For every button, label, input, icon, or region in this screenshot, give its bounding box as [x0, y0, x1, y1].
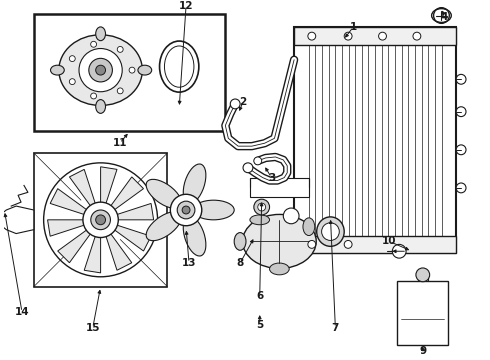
- Circle shape: [89, 58, 112, 82]
- Circle shape: [177, 201, 195, 219]
- Text: 9: 9: [419, 346, 426, 356]
- Circle shape: [117, 88, 123, 94]
- Ellipse shape: [270, 263, 289, 275]
- Circle shape: [456, 145, 466, 155]
- Circle shape: [456, 75, 466, 84]
- Circle shape: [129, 67, 135, 73]
- Circle shape: [230, 99, 240, 109]
- Circle shape: [243, 163, 253, 173]
- Circle shape: [117, 46, 123, 52]
- Circle shape: [91, 93, 97, 99]
- Ellipse shape: [432, 9, 451, 22]
- Text: 5: 5: [256, 320, 263, 330]
- Text: 10: 10: [382, 237, 396, 247]
- Ellipse shape: [234, 233, 246, 250]
- Ellipse shape: [250, 215, 270, 225]
- Circle shape: [308, 240, 316, 248]
- Polygon shape: [48, 220, 89, 236]
- Polygon shape: [104, 229, 132, 270]
- Text: 6: 6: [256, 292, 263, 301]
- Text: 2: 2: [240, 97, 246, 107]
- Circle shape: [254, 157, 262, 165]
- Text: 14: 14: [15, 307, 29, 317]
- Circle shape: [70, 56, 75, 62]
- Circle shape: [182, 206, 190, 214]
- Ellipse shape: [183, 216, 206, 256]
- Polygon shape: [107, 177, 144, 213]
- Polygon shape: [0, 206, 34, 234]
- Text: 3: 3: [268, 172, 275, 183]
- Ellipse shape: [96, 27, 105, 41]
- Ellipse shape: [146, 212, 181, 241]
- Circle shape: [96, 215, 105, 225]
- Polygon shape: [50, 189, 91, 216]
- Circle shape: [283, 208, 299, 224]
- Bar: [250, 177, 309, 197]
- Text: 11: 11: [113, 138, 127, 148]
- Ellipse shape: [96, 100, 105, 113]
- Bar: [34, 14, 225, 131]
- Circle shape: [392, 244, 406, 258]
- Bar: [294, 27, 456, 253]
- Ellipse shape: [303, 218, 315, 235]
- Circle shape: [456, 183, 466, 193]
- Polygon shape: [112, 203, 154, 220]
- Text: 8: 8: [237, 258, 244, 268]
- Bar: [294, 27, 456, 45]
- Circle shape: [379, 32, 387, 40]
- Circle shape: [344, 240, 352, 248]
- Circle shape: [91, 210, 110, 230]
- Circle shape: [254, 199, 270, 215]
- Circle shape: [416, 268, 430, 282]
- Text: 15: 15: [85, 323, 100, 333]
- Polygon shape: [58, 227, 94, 263]
- Bar: [397, 281, 448, 345]
- Circle shape: [83, 202, 118, 238]
- Ellipse shape: [193, 200, 234, 220]
- Ellipse shape: [243, 215, 316, 269]
- Circle shape: [258, 203, 266, 211]
- Polygon shape: [110, 224, 151, 251]
- Ellipse shape: [59, 35, 143, 105]
- Circle shape: [171, 194, 202, 226]
- Text: 13: 13: [182, 258, 196, 268]
- Circle shape: [344, 32, 352, 40]
- Ellipse shape: [146, 179, 181, 208]
- Circle shape: [308, 32, 316, 40]
- Bar: [34, 153, 168, 287]
- Text: 4: 4: [441, 13, 448, 22]
- Circle shape: [321, 223, 339, 240]
- Circle shape: [70, 79, 75, 85]
- Ellipse shape: [138, 65, 152, 75]
- Text: 7: 7: [332, 323, 339, 333]
- Ellipse shape: [50, 65, 64, 75]
- Ellipse shape: [183, 164, 206, 204]
- Polygon shape: [100, 167, 117, 208]
- Text: 1: 1: [349, 22, 357, 32]
- Circle shape: [413, 32, 421, 40]
- Circle shape: [91, 41, 97, 47]
- Bar: [294, 235, 456, 253]
- Circle shape: [96, 65, 105, 75]
- Ellipse shape: [317, 217, 344, 246]
- Polygon shape: [84, 231, 100, 273]
- Circle shape: [79, 49, 122, 92]
- Circle shape: [456, 107, 466, 117]
- Text: 12: 12: [179, 1, 194, 11]
- Polygon shape: [70, 169, 97, 210]
